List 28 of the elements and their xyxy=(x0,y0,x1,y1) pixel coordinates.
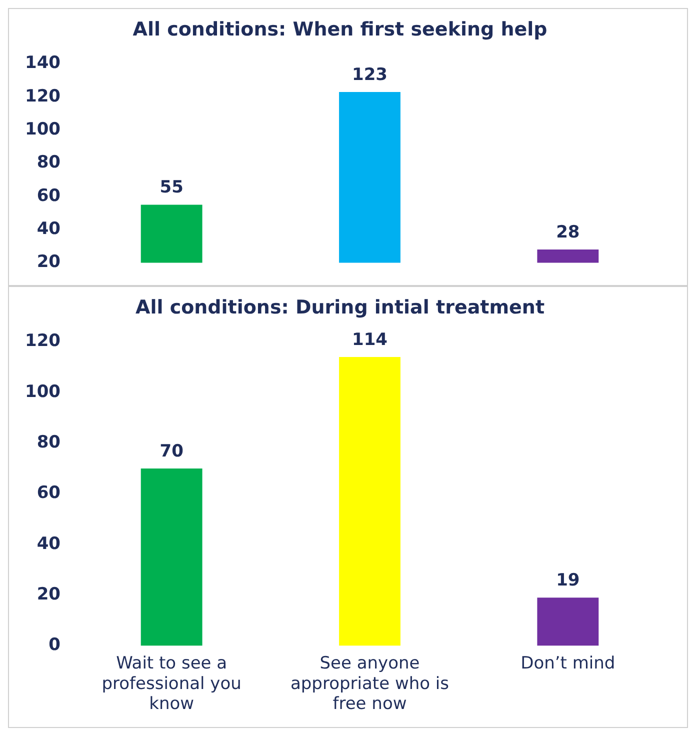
bar xyxy=(339,357,400,646)
y-tick-label: 120 xyxy=(24,331,61,352)
y-tick-label: 0 xyxy=(48,635,61,656)
data-label: 70 xyxy=(160,441,184,462)
y-tick-label: 100 xyxy=(24,120,61,140)
y-tick-label: 20 xyxy=(36,252,61,272)
data-label: 28 xyxy=(556,222,580,242)
data-label: 123 xyxy=(352,64,388,85)
y-tick-label: 80 xyxy=(36,432,61,453)
y-tick-label: 100 xyxy=(24,382,61,402)
bar xyxy=(140,468,202,646)
data-label: 19 xyxy=(556,570,580,591)
y-tick-label: 140 xyxy=(24,53,61,74)
chart-title: All conditions: During intial treatment xyxy=(135,296,545,318)
data-label: 114 xyxy=(352,330,388,350)
chart-title: All conditions: When first seeking help xyxy=(132,18,548,40)
y-tick-label: 40 xyxy=(36,534,61,554)
y-tick-label: 80 xyxy=(36,152,61,173)
y-tick-label: 40 xyxy=(36,219,61,240)
bar xyxy=(537,598,599,646)
x-tick-label: Don’t mind xyxy=(520,653,616,674)
x-tick-label: Wait to see a professional you know xyxy=(102,653,242,714)
y-tick-label: 60 xyxy=(36,186,61,206)
x-tick-label: See anyone appropriate who is free now xyxy=(290,653,450,714)
y-tick-label: 20 xyxy=(36,584,61,605)
data-label: 55 xyxy=(160,178,184,198)
y-tick-label: 60 xyxy=(36,483,61,504)
y-tick-label: 120 xyxy=(24,86,61,106)
